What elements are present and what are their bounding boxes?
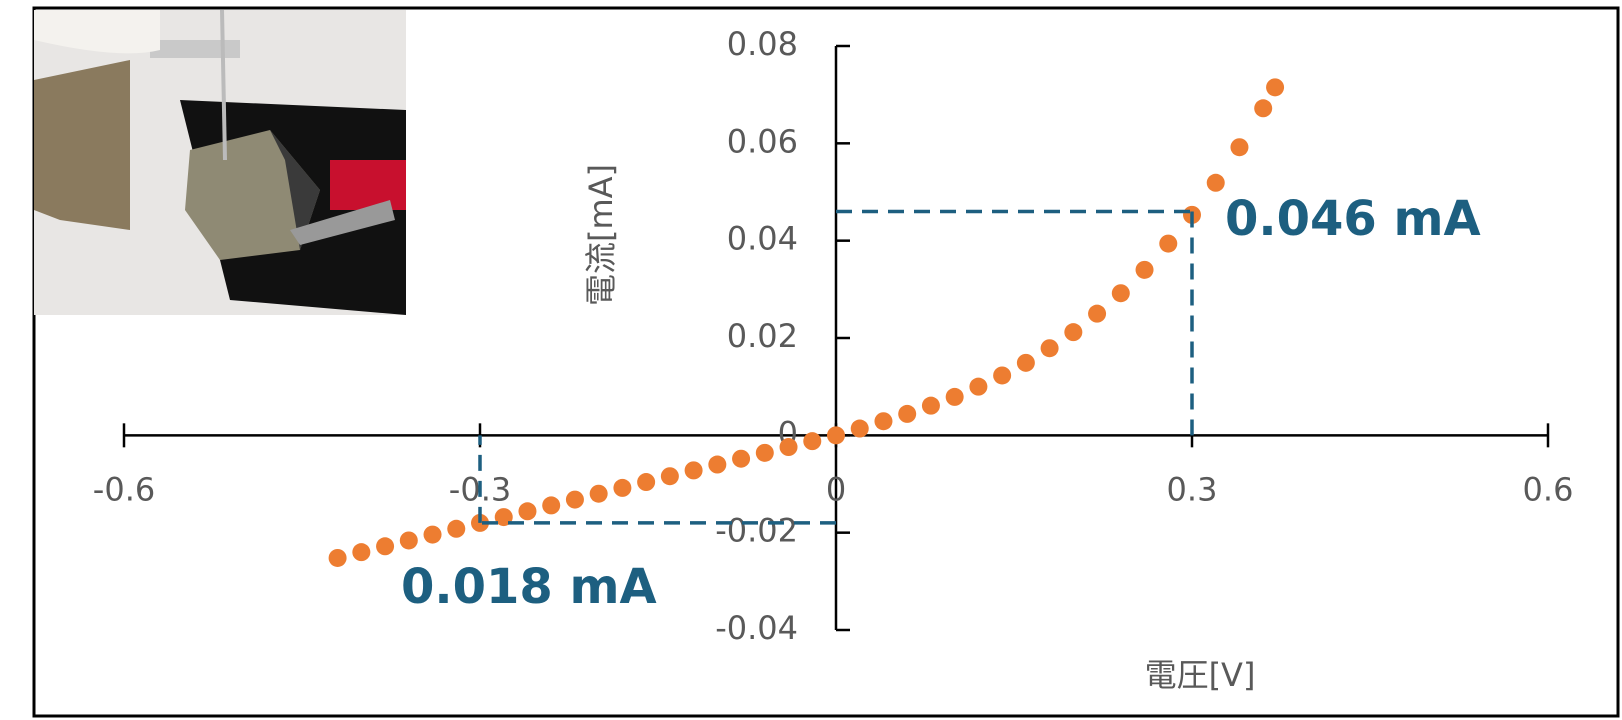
x-tick-label: 0.6: [1523, 470, 1574, 508]
annotation: 0.018 mA: [401, 559, 657, 615]
y-tick-label: 0.06: [727, 122, 798, 160]
data-point: [993, 366, 1011, 384]
data-point: [566, 491, 584, 509]
data-point: [685, 461, 703, 479]
data-point: [590, 485, 608, 503]
data-point: [756, 444, 774, 462]
x-tick-label: 0.3: [1167, 470, 1218, 508]
data-point: [946, 388, 964, 406]
data-point: [708, 456, 726, 474]
data-point: [1254, 99, 1272, 117]
y-tick-label: 0.02: [727, 317, 798, 355]
annotation: 0.046 mA: [1225, 191, 1481, 247]
data-point: [661, 467, 679, 485]
y-tick-label: 0.04: [727, 220, 798, 258]
data-point: [1159, 235, 1177, 253]
data-point: [732, 450, 750, 468]
page: -0.6-0.300.30.6-0.04-0.0200.020.040.060.…: [0, 0, 1622, 720]
data-point: [1088, 305, 1106, 323]
data-point: [400, 531, 418, 549]
data-point: [1064, 323, 1082, 341]
data-point: [969, 378, 987, 396]
data-point: [447, 520, 465, 538]
y-tick-label: -0.04: [715, 609, 798, 647]
chart: -0.6-0.300.30.6-0.04-0.0200.020.040.060.…: [0, 0, 1622, 720]
x-tick-label: 0: [826, 470, 846, 508]
data-point: [803, 432, 821, 450]
y-tick-label: 0.08: [727, 25, 798, 63]
x-tick-label: -0.6: [93, 470, 155, 508]
data-point: [1136, 261, 1154, 279]
data-point: [1017, 354, 1035, 372]
data-point: [780, 438, 798, 456]
data-point: [922, 397, 940, 415]
data-point: [898, 405, 916, 423]
data-point: [1266, 78, 1284, 96]
data-point: [827, 426, 845, 444]
data-point: [352, 543, 370, 561]
y-tick-label: -0.02: [715, 512, 798, 550]
x-axis-title: 電圧[V]: [1145, 656, 1256, 694]
data-point: [518, 502, 536, 520]
data-point: [851, 420, 869, 438]
data-point: [329, 549, 347, 567]
photo-inset: [34, 10, 406, 315]
y-axis-title: 電流[mA]: [582, 164, 620, 306]
data-point: [637, 473, 655, 491]
data-point: [1230, 138, 1248, 156]
data-point: [1207, 174, 1225, 192]
data-point: [613, 479, 631, 497]
data-point: [424, 526, 442, 544]
data-point: [1041, 339, 1059, 357]
data-point: [874, 412, 892, 430]
data-point: [376, 537, 394, 555]
data-point: [542, 496, 560, 514]
data-point: [1112, 284, 1130, 302]
